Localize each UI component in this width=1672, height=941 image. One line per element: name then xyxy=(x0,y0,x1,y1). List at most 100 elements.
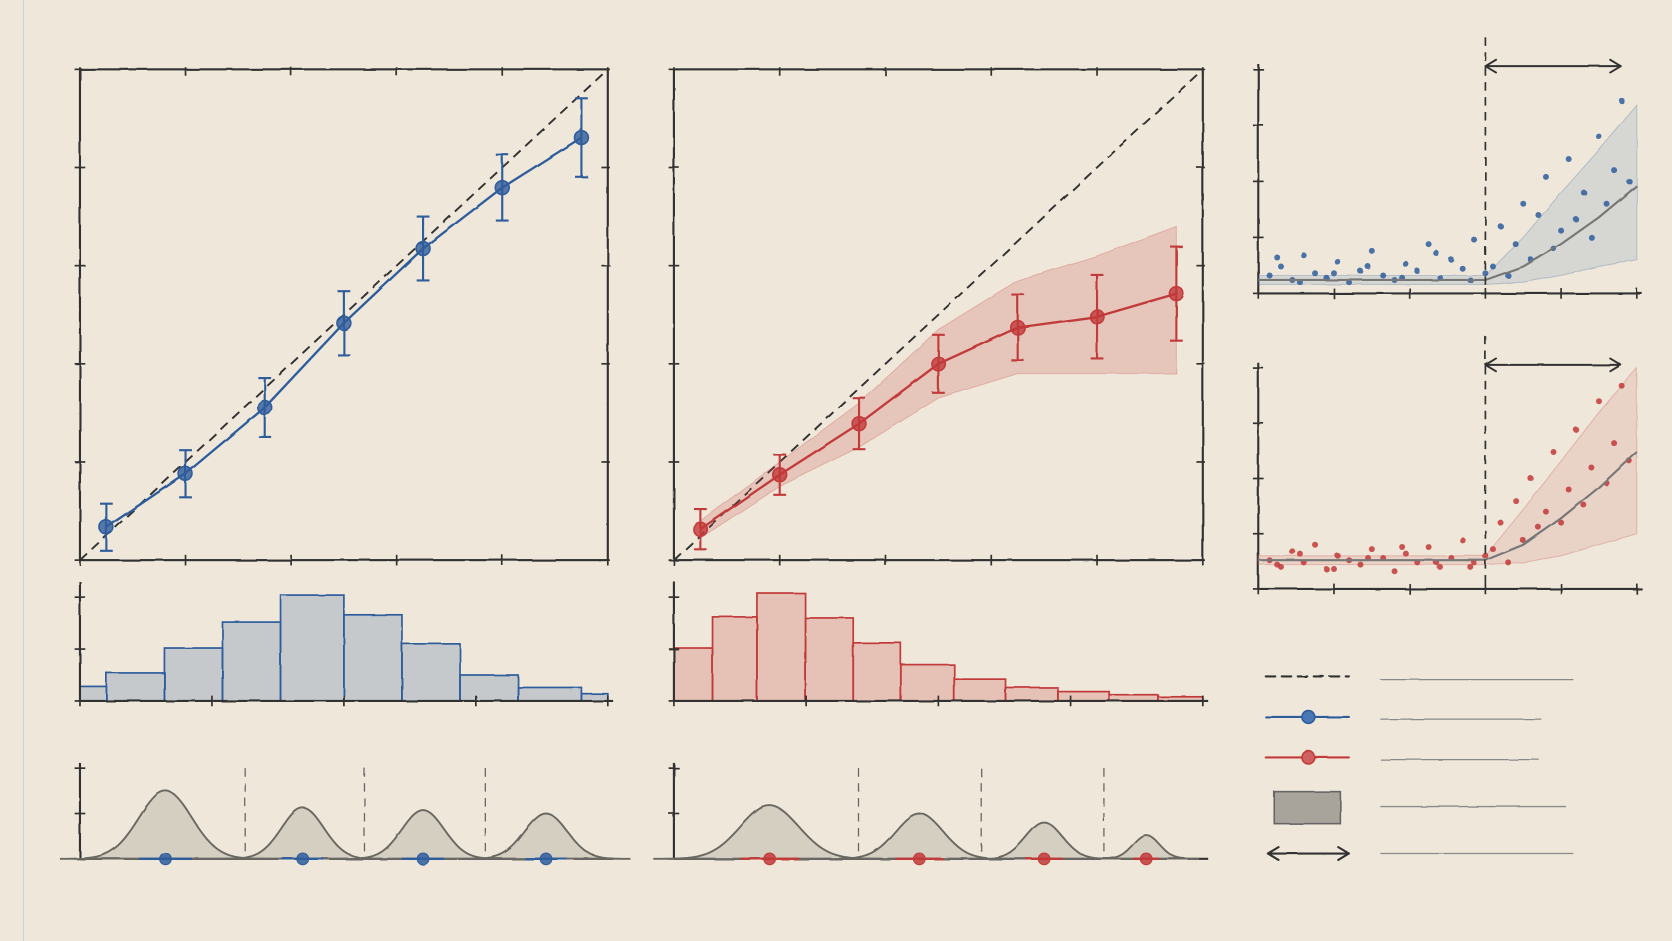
histogram-bar xyxy=(401,643,461,702)
histogram-bar xyxy=(517,686,583,702)
histogram-bar xyxy=(1004,686,1059,702)
scatter-point xyxy=(1391,568,1398,575)
data-point xyxy=(98,519,115,535)
scatter-point xyxy=(1558,227,1565,234)
scatter-point xyxy=(1296,550,1303,557)
scatter-point xyxy=(1565,155,1572,162)
scatter-point xyxy=(1588,234,1595,241)
scatter-point xyxy=(1626,178,1633,185)
histogram-bar xyxy=(459,674,519,702)
scatter-point xyxy=(1425,241,1432,248)
scatter-point xyxy=(1611,440,1618,447)
histogram-bar xyxy=(580,692,609,702)
plot-frame xyxy=(78,68,609,562)
scatter-point xyxy=(1368,247,1375,254)
scatter-point xyxy=(1433,250,1440,257)
legend xyxy=(1264,675,1574,861)
scatter-point xyxy=(1471,236,1478,243)
plot-frame xyxy=(672,68,1204,562)
data-point xyxy=(1089,308,1105,325)
center-dot xyxy=(416,852,430,866)
scatter-point xyxy=(1274,254,1281,261)
histogram-bar xyxy=(756,592,806,702)
data-point xyxy=(177,466,194,482)
scatter-point xyxy=(1603,200,1610,207)
center-dot xyxy=(763,852,777,866)
scatter-point xyxy=(1380,272,1387,279)
scatter-point xyxy=(1558,519,1565,526)
center-dot xyxy=(539,852,553,866)
scatter-point xyxy=(1573,216,1580,223)
trend-line xyxy=(1258,451,1638,562)
scatter-point xyxy=(1312,270,1319,277)
scatter-point xyxy=(1580,502,1587,508)
data-point xyxy=(771,466,788,483)
scatter-point xyxy=(1512,241,1519,248)
scatter-point xyxy=(1402,261,1409,268)
center-dot xyxy=(1139,852,1153,866)
scatter-point xyxy=(1573,426,1580,433)
scatter-point xyxy=(1399,543,1406,550)
histogram-bar xyxy=(899,663,956,702)
scatter-point xyxy=(1357,561,1364,568)
density-curve xyxy=(461,812,631,860)
scatter-point xyxy=(1535,211,1542,218)
scatter-point xyxy=(1527,475,1534,482)
scatter-point xyxy=(1467,563,1474,570)
charts xyxy=(59,37,1643,866)
scatter-point xyxy=(1323,566,1330,573)
scatter-point xyxy=(1368,546,1375,553)
scatter-point xyxy=(1459,537,1466,544)
scatter-point xyxy=(1330,270,1337,277)
scatter-point xyxy=(1365,263,1372,270)
legend-key-red-dot xyxy=(1301,750,1316,765)
data-point xyxy=(1009,319,1026,336)
legend-key-band xyxy=(1273,790,1342,825)
scatter-point xyxy=(1535,524,1542,531)
scatter-point xyxy=(1489,263,1496,270)
scatter-point xyxy=(1580,189,1587,196)
scatter-point xyxy=(1459,265,1466,272)
scatter-point xyxy=(1520,537,1527,544)
scatter-point xyxy=(1550,449,1557,455)
scatter-point xyxy=(1512,497,1519,504)
histogram-bar xyxy=(852,641,902,702)
data-point xyxy=(692,521,709,537)
histogram-bar xyxy=(1057,690,1111,702)
scatter-point xyxy=(1489,546,1496,553)
scatter-point xyxy=(1505,559,1512,566)
scatter-point xyxy=(1497,519,1504,526)
data-point xyxy=(851,415,867,432)
center-dot xyxy=(1037,852,1051,866)
scatter-point xyxy=(1497,223,1504,230)
scatter-point xyxy=(1520,200,1527,207)
density-curve xyxy=(1093,834,1200,860)
histogram-bar xyxy=(279,594,345,702)
range-arrow xyxy=(1484,357,1622,373)
histogram-bar xyxy=(79,685,108,702)
center-dot xyxy=(296,852,310,866)
data-point xyxy=(415,240,431,257)
data-point xyxy=(930,356,947,372)
histogram-bar xyxy=(673,647,714,702)
scatter-point xyxy=(1266,272,1273,279)
scatter-point xyxy=(1482,552,1489,559)
scatter-point xyxy=(1330,566,1337,573)
scatter-point xyxy=(1588,464,1595,471)
legend-key-range xyxy=(1266,846,1350,861)
scatter-point xyxy=(1482,270,1489,277)
scatter-point xyxy=(1312,541,1319,548)
histogram-bar xyxy=(105,672,166,702)
scatter-point xyxy=(1334,552,1341,559)
scatter-point xyxy=(1505,272,1512,279)
scatter-point xyxy=(1300,252,1307,259)
center-dot xyxy=(159,852,172,866)
scatter-point xyxy=(1448,256,1455,263)
data-point xyxy=(256,399,273,416)
scatter-point xyxy=(1274,561,1281,568)
histogram-bar xyxy=(711,616,758,702)
scatter-point xyxy=(1542,508,1549,515)
